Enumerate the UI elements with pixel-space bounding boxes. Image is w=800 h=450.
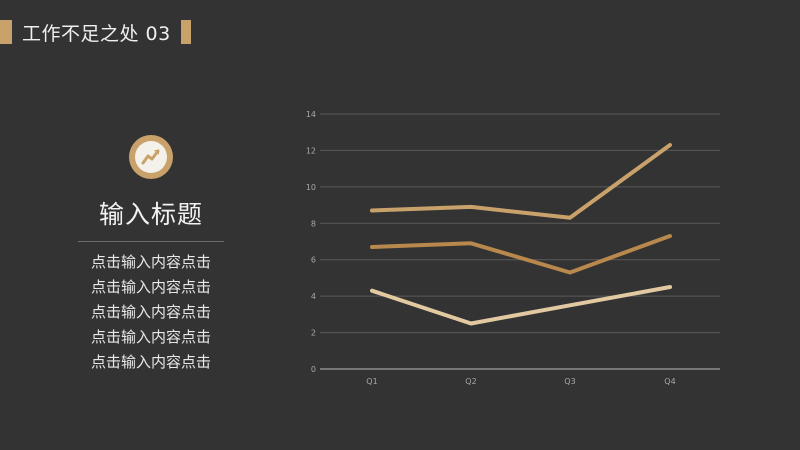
series-line-3 [370,285,672,326]
y-tick-label: 6 [311,256,316,265]
content-line: 点击输入内容点击 [90,253,211,271]
x-tick-label: Q3 [564,377,575,386]
content-line: 点击输入内容点击 [90,328,211,346]
x-tick-label: Q2 [465,377,476,386]
section-heading: 输入标题 [98,200,203,229]
content-line: 点击输入内容点击 [90,278,211,296]
content-line: 点击输入内容点击 [90,353,211,371]
y-tick-label: 14 [306,110,316,119]
x-tick-label: Q1 [366,377,377,386]
page-title: 工作不足之处 03 [22,22,171,45]
series-line-2 [370,234,672,275]
y-tick-label: 10 [306,183,316,192]
divider [78,241,224,242]
y-tick-label: 4 [311,292,316,301]
left-panel: 输入标题 点击输入内容点击 点击输入内容点击 点击输入内容点击 点击输入内容点击… [78,135,224,375]
icon-badge [129,135,173,179]
x-tick-label: Q4 [664,377,675,386]
content-line: 点击输入内容点击 [90,303,211,321]
y-tick-label: 12 [306,146,316,155]
title-bar: 工作不足之处 03 [0,18,191,46]
icon-badge-inner [135,141,167,173]
y-tick-label: 2 [311,329,316,338]
title-accent-right [180,20,191,44]
content-lines: 点击输入内容点击 点击输入内容点击 点击输入内容点击 点击输入内容点击 点击输入… [91,250,211,375]
y-tick-label: 8 [311,219,316,228]
series-line-1 [370,143,672,220]
trend-chart-icon [141,149,160,165]
title-accent-left [0,20,12,44]
line-chart: 0 2 4 6 8 10 12 14 Q1 Q2 Q3 Q4 [306,110,720,386]
y-tick-label: 0 [311,365,316,374]
